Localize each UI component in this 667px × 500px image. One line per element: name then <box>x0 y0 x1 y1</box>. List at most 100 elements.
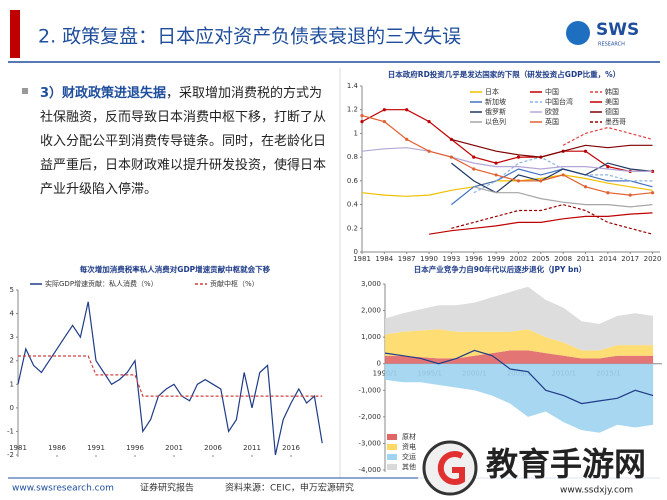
watermark-icon <box>422 440 478 496</box>
series-line <box>451 168 653 206</box>
series-marker <box>650 191 655 195</box>
series-marker <box>583 149 588 153</box>
series-line <box>361 115 653 196</box>
legend-label: 其他 <box>402 462 416 471</box>
y-tick-label: 3,000 <box>361 280 381 288</box>
series-marker <box>539 179 543 183</box>
series-marker <box>472 155 476 159</box>
series-area <box>385 363 654 433</box>
series-line <box>17 301 323 456</box>
series-line <box>361 147 653 172</box>
legend-swatch <box>387 444 397 450</box>
legend-label: 美国 <box>605 97 619 106</box>
series-marker <box>472 167 476 171</box>
y-tick-label: -2 <box>7 451 14 459</box>
x-tick-label: 1996 <box>465 255 483 263</box>
charts: 日本政府RD投资几乎是发达国家的下限（研发投资占GDP比重，%） 0 0.2 0.4 0… <box>7 69 662 474</box>
logo-icon <box>566 21 590 45</box>
y-tick-label: 5 <box>10 286 14 294</box>
y-tick-label: -3,000 <box>358 439 381 447</box>
series-marker <box>606 165 610 169</box>
legend-label: 欧盟 <box>545 107 559 116</box>
y-tick-label: 2,000 <box>361 307 381 315</box>
series-line <box>18 355 323 397</box>
x-tick-label: 2011 <box>577 255 595 263</box>
y-tick-label: 2 <box>10 357 14 365</box>
legend-label: 日本 <box>485 87 499 96</box>
legend-swatch <box>387 434 397 440</box>
legend-label: 中国 <box>545 87 559 96</box>
series-line <box>361 174 653 197</box>
watermark-glyph <box>437 451 465 485</box>
legend-label: 德国 <box>605 107 619 116</box>
chart-title: 日本政府RD投资几乎是发达国家的下限（研发投资占GDP比重，%） <box>388 69 620 79</box>
series-area <box>385 350 654 364</box>
legend-label: 以色列 <box>485 117 506 126</box>
legend-label: 原材 <box>402 432 416 441</box>
logo: SWS <box>596 20 639 40</box>
y-tick-label: 1.2 <box>347 106 358 114</box>
y-tick-label: 0.8 <box>347 153 358 161</box>
x-tick-label: 1991 <box>87 444 105 452</box>
series-line <box>473 186 653 208</box>
y-tick-label: 0.4 <box>347 201 359 209</box>
series-line <box>384 349 654 405</box>
x-tick-label: 2002 <box>510 255 528 263</box>
series-marker <box>405 108 409 112</box>
y-tick-label: 1 <box>354 129 358 137</box>
y-tick-label: 0.2 <box>347 224 358 232</box>
chart-title: 每次增加消费税率私人消费对GDP增速贡献中枢就会下移 <box>80 264 271 274</box>
y-tick-label: 0 <box>377 360 381 368</box>
series-area <box>385 286 654 351</box>
x-tick-label: 2017 <box>621 255 639 263</box>
x-tick-label: 1986 <box>48 444 66 452</box>
x-tick-label: 2011 <box>243 444 261 452</box>
legend-label: 中国台湾 <box>545 97 573 106</box>
x-tick-label: 1993 <box>442 255 460 263</box>
x-tick-label: 2014 <box>599 255 617 263</box>
y-tick-label: 0 <box>10 404 14 412</box>
series-marker <box>382 119 386 124</box>
series-marker <box>360 119 364 124</box>
legend-label: 贡献中枢（%） <box>210 279 259 288</box>
series-line <box>429 212 653 235</box>
series-marker <box>561 173 565 177</box>
x-tick-label: 2016 <box>282 444 300 452</box>
logo-sub: RESEARCH <box>598 42 625 48</box>
series-marker <box>427 119 431 124</box>
header-accent <box>10 10 20 58</box>
y-tick-label: 0.6 <box>347 177 359 185</box>
y-tick-label: -2,000 <box>358 413 381 421</box>
bullet <box>22 88 28 94</box>
x-tick-label: 1984 <box>375 255 393 263</box>
series-line <box>451 162 653 194</box>
series-marker <box>494 161 498 165</box>
series-marker <box>516 155 521 159</box>
legend-label: 资电 <box>402 442 416 451</box>
footer-site: www.swsresearch.com <box>12 484 114 494</box>
y-tick-label: -1 <box>7 427 14 435</box>
x-tick-label: 2001 <box>165 444 183 452</box>
x-tick-label: 2005 <box>532 255 550 263</box>
legend-label: 俄罗斯 <box>485 107 506 116</box>
footer-source: 资料来源：CEIC，申万宏源研究 <box>225 482 354 494</box>
series-marker <box>628 193 632 197</box>
legend-swatch <box>387 454 397 460</box>
series-marker <box>583 185 588 189</box>
series-line <box>451 138 653 158</box>
legend-label: 英国 <box>545 117 559 126</box>
series-marker <box>650 169 655 173</box>
y-tick-label: 3 <box>10 333 14 341</box>
series-line <box>361 109 653 172</box>
series-marker <box>360 114 364 118</box>
legend-label: 新加坡 <box>485 97 506 106</box>
x-tick-label: 2020 <box>644 255 662 263</box>
y-tick-label: 1.4 <box>347 82 359 90</box>
x-tick-label: 1990 <box>420 255 438 263</box>
chart-title: 日本产业竞争力自90年代以后逐步退化（JPY bn） <box>414 264 586 274</box>
legend-label: 交运 <box>402 452 416 461</box>
body-text: 3）财政政策进退失据，采取增加消费税的方式为社保融资，反而导致日本消费中枢下移，… <box>40 82 335 202</box>
watermark-url: www.ssdxjy.com <box>560 486 633 496</box>
x-tick-label: 1981 <box>353 255 371 263</box>
